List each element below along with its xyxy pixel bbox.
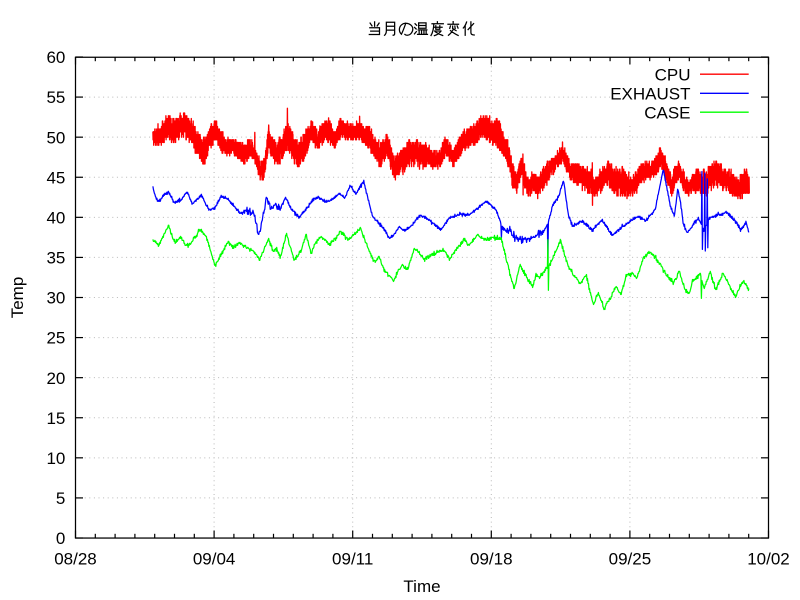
svg-text:09/11: 09/11 — [332, 549, 373, 568]
svg-text:Temp: Temp — [8, 277, 27, 319]
svg-text:35: 35 — [46, 249, 65, 268]
svg-text:CASE: CASE — [644, 104, 690, 123]
svg-text:CPU: CPU — [655, 65, 691, 84]
svg-text:08/28: 08/28 — [54, 549, 97, 568]
svg-text:Time: Time — [403, 577, 440, 596]
svg-text:20: 20 — [46, 369, 65, 388]
svg-text:25: 25 — [46, 329, 65, 348]
svg-text:55: 55 — [46, 88, 65, 107]
svg-text:09/04: 09/04 — [193, 549, 236, 568]
svg-text:60: 60 — [46, 48, 65, 67]
svg-text:50: 50 — [46, 128, 65, 147]
svg-text:15: 15 — [46, 409, 65, 428]
svg-text:0: 0 — [56, 529, 65, 548]
svg-text:5: 5 — [56, 489, 65, 508]
svg-text:45: 45 — [46, 168, 65, 187]
svg-text:09/25: 09/25 — [609, 549, 652, 568]
svg-text:10/02: 10/02 — [747, 549, 790, 568]
svg-text:EXHAUST: EXHAUST — [610, 84, 690, 103]
svg-text:10: 10 — [46, 449, 65, 468]
svg-text:09/18: 09/18 — [470, 549, 513, 568]
svg-text:40: 40 — [46, 208, 65, 227]
svg-text:30: 30 — [46, 289, 65, 308]
